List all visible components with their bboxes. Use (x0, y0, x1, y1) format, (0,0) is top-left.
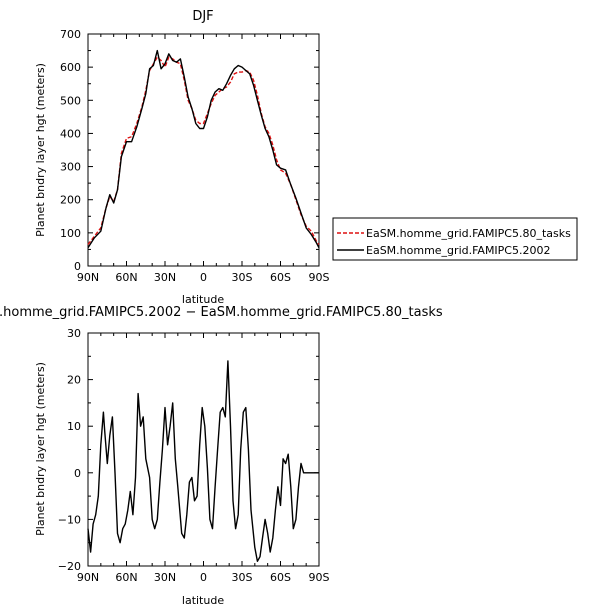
y-tick-label: 30 (67, 327, 81, 340)
x-tick-label: 90N (77, 271, 99, 284)
x-axis-label: latitude (182, 293, 224, 306)
x-tick-label: 90N (77, 571, 99, 584)
series-line-0 (87, 56, 320, 245)
x-tick-label: 60N (115, 571, 137, 584)
y-tick-label: 500 (60, 94, 81, 107)
y-tick-label: 0 (74, 260, 81, 273)
y-tick-label: 200 (60, 194, 81, 207)
legend: EaSM.homme_grid.FAMIPC5.80_tasks EaSM.ho… (332, 217, 578, 261)
legend-label-2002: EaSM.homme_grid.FAMIPC5.2002 (366, 244, 550, 257)
x-tick-label: 90S (309, 571, 330, 584)
y-tick-label: 400 (60, 127, 81, 140)
y-tick-label: −10 (58, 513, 81, 526)
y-tick-label: 600 (60, 61, 81, 74)
chart-djf: DJF Planet bndry layer hgt (meters) lati… (34, 9, 578, 306)
legend-label-tasks: EaSM.homme_grid.FAMIPC5.80_tasks (366, 227, 571, 240)
y-tick-label: 0 (74, 467, 81, 480)
x-tick-label: 90S (309, 271, 330, 284)
y-tick-label: 300 (60, 161, 81, 174)
plot-area: 90N 60N 30N 0 30S 60S 90S 0 100 200 300 400 500 600 70… (60, 28, 330, 284)
y-tick-label: −20 (58, 560, 81, 573)
x-tick-label: 0 (200, 571, 207, 584)
y-tick-label: 700 (60, 28, 81, 41)
legend-box (332, 217, 578, 261)
x-tick-label: 30N (154, 571, 176, 584)
y-tick-label: 20 (67, 374, 81, 387)
chart-difference: EaSM.homme_grid.FAMIPC5.2002 − EaSM.homm… (0, 305, 443, 607)
y-tick-label: 100 (60, 227, 81, 240)
y-axis-label: Planet bndry layer hgt (meters) (34, 362, 47, 536)
x-tick-label: 60S (270, 271, 291, 284)
series-line-1 (87, 49, 320, 249)
y-axis-label: Planet bndry layer hgt (meters) (34, 63, 47, 237)
plot-area: 90N 60N 30N 0 30S 60S 90S −20 −10 0 10 20 30 (58, 327, 330, 584)
x-tick-label: 30N (154, 271, 176, 284)
x-axis-label: latitude (182, 594, 224, 607)
chart-title: DJF (192, 9, 213, 24)
x-tick-label: 0 (200, 271, 207, 284)
series-line-0 (87, 360, 319, 562)
chart-title: EaSM.homme_grid.FAMIPC5.2002 − EaSM.homm… (0, 305, 443, 320)
x-tick-label: 60N (115, 271, 137, 284)
x-tick-label: 60S (270, 571, 291, 584)
y-tick-label: 10 (67, 420, 81, 433)
x-tick-label: 30S (232, 271, 253, 284)
x-tick-label: 30S (232, 571, 253, 584)
plot-frame (87, 33, 320, 267)
